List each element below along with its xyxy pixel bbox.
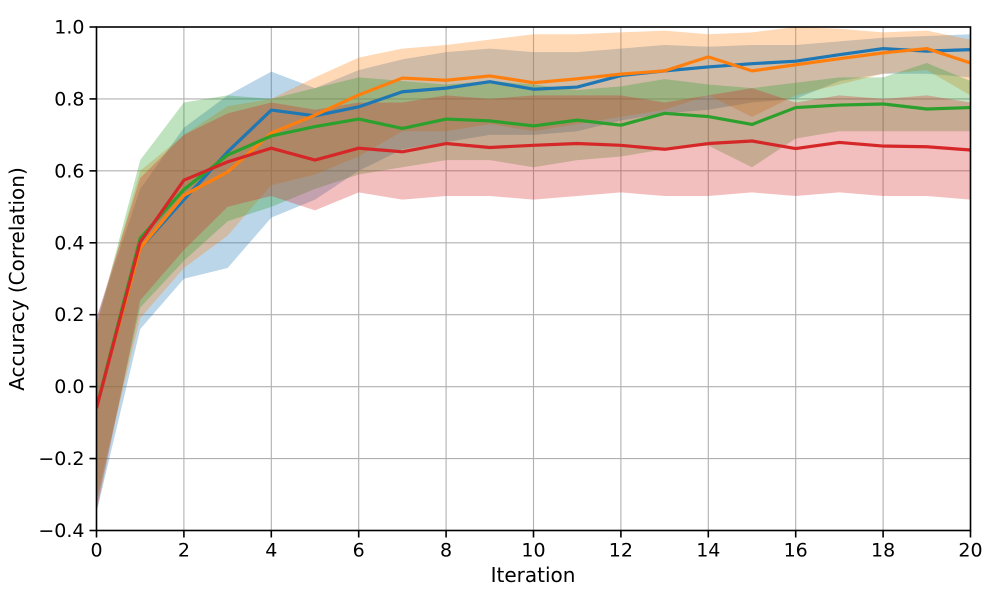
confidence-band-red	[96, 88, 971, 513]
line-layer	[96, 46, 971, 409]
x-tick-label: 4	[265, 540, 277, 562]
x-tick-label: 20	[958, 540, 982, 562]
y-axis-label: Accuracy (Correlation)	[5, 167, 29, 391]
confidence-band-green	[96, 62, 971, 506]
y-tick-label: 0.2	[54, 304, 84, 326]
x-tick-label: 14	[696, 540, 720, 562]
y-tick-label: 0.6	[54, 160, 84, 182]
y-tick-label: 0.8	[54, 88, 84, 110]
series-line-green	[96, 102, 971, 408]
y-tick-label: −0.2	[38, 448, 84, 470]
x-tick-label: 18	[871, 540, 895, 562]
x-tick-label: 16	[784, 540, 808, 562]
x-tick-label: 12	[609, 540, 633, 562]
y-tick-label: 1.0	[54, 17, 84, 39]
x-tick-label: 2	[178, 540, 190, 562]
y-tick-label: 0.0	[54, 376, 84, 398]
confidence-band-blue	[96, 34, 971, 513]
y-tick-label: −0.4	[38, 520, 84, 542]
confidence-band-orange	[96, 27, 971, 499]
series-line-blue	[96, 46, 971, 407]
y-tick-label: 0.4	[54, 232, 84, 254]
series-line-red	[96, 139, 971, 409]
x-tick-label: 8	[440, 540, 452, 562]
x-tick-label: 0	[90, 540, 102, 562]
x-axis-label: Iteration	[491, 563, 576, 587]
series-line-orange	[96, 46, 971, 407]
band-layer	[96, 27, 971, 513]
x-tick-label: 10	[521, 540, 545, 562]
tick-layer: 0 2 4 6 8 10 12 14 16 18 20 −0.4 −0.2 0.0 0.2 0.4 0.6 0.8…	[38, 17, 982, 562]
x-tick-label: 6	[353, 540, 365, 562]
